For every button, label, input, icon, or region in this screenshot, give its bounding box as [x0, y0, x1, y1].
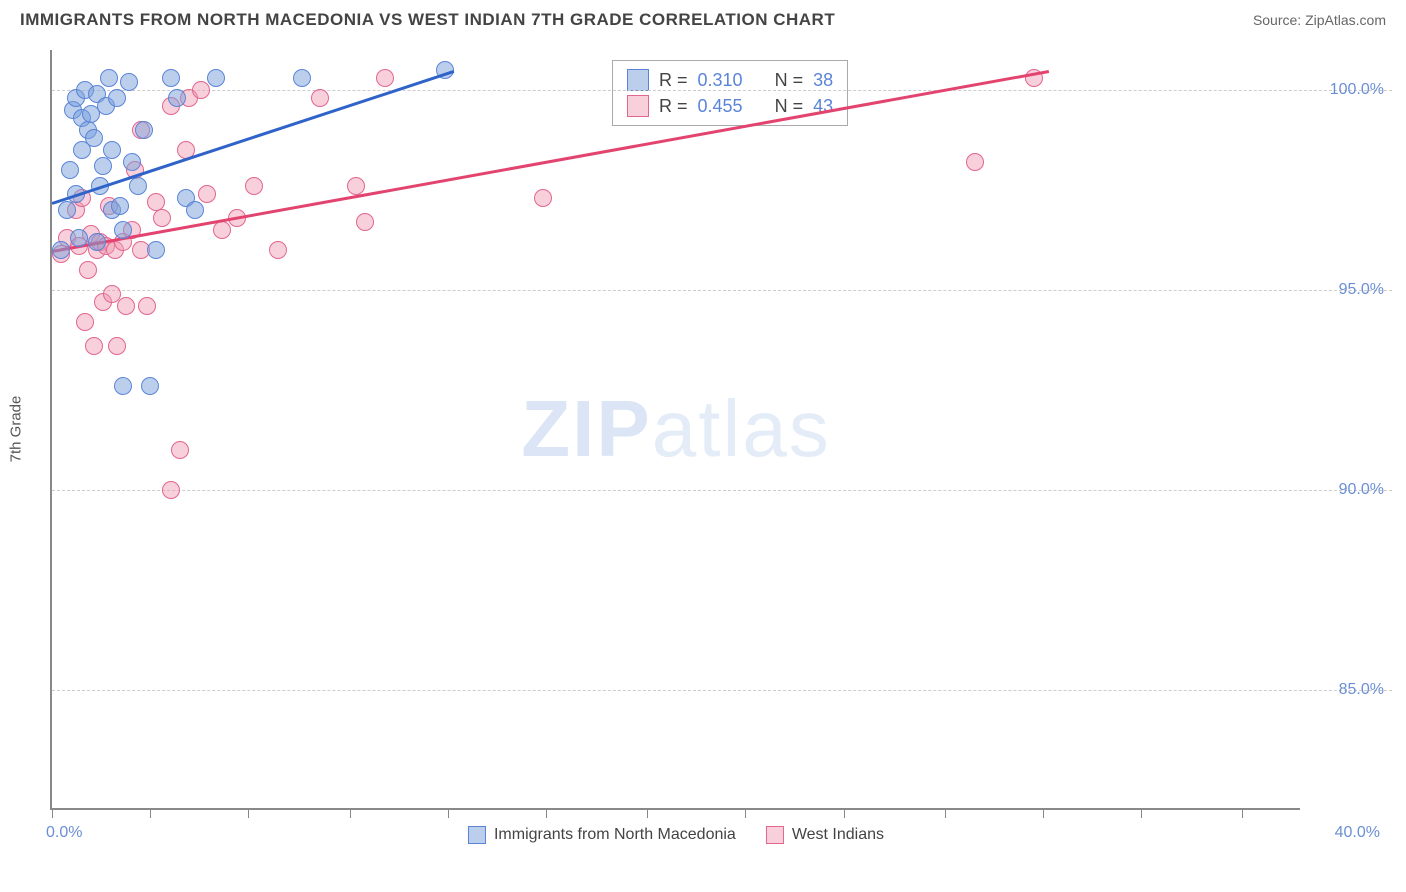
x-tick [52, 808, 53, 818]
y-tick-label: 90.0% [1304, 481, 1384, 499]
watermark-bold: ZIP [521, 384, 651, 473]
legend-swatch-pink [766, 826, 784, 844]
x-tick [350, 808, 351, 818]
data-point [141, 377, 159, 395]
series-name-blue: Immigrants from North Macedonia [494, 826, 736, 843]
gridline [52, 690, 1392, 691]
data-point [293, 69, 311, 87]
x-tick [248, 808, 249, 818]
data-point [111, 197, 129, 215]
legend-n-value-blue: 38 [813, 70, 833, 91]
x-tick [1141, 808, 1142, 818]
data-point [120, 73, 138, 91]
y-tick-label: 85.0% [1304, 681, 1384, 699]
x-axis-min-label: 0.0% [46, 824, 82, 842]
data-point [85, 337, 103, 355]
legend-r-value-blue: 0.310 [698, 70, 743, 91]
data-point [171, 441, 189, 459]
x-tick [448, 808, 449, 818]
data-point [94, 157, 112, 175]
data-point [61, 161, 79, 179]
data-point [103, 141, 121, 159]
x-axis-max-label: 40.0% [1335, 824, 1380, 842]
chart-title: IMMIGRANTS FROM NORTH MACEDONIA VS WEST … [20, 10, 835, 30]
source-label: Source: ZipAtlas.com [1253, 12, 1386, 28]
legend-swatch-blue [468, 826, 486, 844]
legend-n-label: N = [775, 70, 804, 91]
data-point [534, 189, 552, 207]
data-point [88, 233, 106, 251]
data-point [168, 89, 186, 107]
data-point [138, 297, 156, 315]
data-point [85, 129, 103, 147]
correlation-chart: ZIPatlas 7th Grade R = 0.310 N = 38 R = … [50, 50, 1390, 810]
data-point [117, 297, 135, 315]
x-tick [647, 808, 648, 818]
x-tick [945, 808, 946, 818]
y-tick-label: 95.0% [1304, 281, 1384, 299]
data-point [79, 261, 97, 279]
data-point [108, 337, 126, 355]
legend-r-label: R = [659, 96, 688, 117]
legend-r-value-pink: 0.455 [698, 96, 743, 117]
data-point [52, 241, 70, 259]
x-tick [1242, 808, 1243, 818]
data-point [76, 313, 94, 331]
data-point [376, 69, 394, 87]
data-point [966, 153, 984, 171]
data-point [114, 377, 132, 395]
legend-swatch-pink [627, 95, 649, 117]
x-tick [150, 808, 151, 818]
watermark: ZIPatlas [521, 383, 830, 475]
bottom-legend: Immigrants from North Macedonia West Ind… [468, 826, 884, 844]
watermark-light: atlas [652, 384, 831, 473]
data-point [162, 69, 180, 87]
gridline [52, 290, 1392, 291]
data-point [192, 81, 210, 99]
plot-area: ZIPatlas 7th Grade R = 0.310 N = 38 R = … [50, 50, 1300, 810]
data-point [147, 241, 165, 259]
bottom-legend-item-blue: Immigrants from North Macedonia [468, 826, 736, 844]
data-point [100, 69, 118, 87]
data-point [108, 89, 126, 107]
series-name-pink: West Indians [792, 826, 884, 843]
x-tick [1043, 808, 1044, 818]
legend-r-label: R = [659, 70, 688, 91]
legend-swatch-blue [627, 69, 649, 91]
data-point [70, 229, 88, 247]
data-point [58, 201, 76, 219]
bottom-legend-item-pink: West Indians [766, 826, 884, 844]
legend-n-label: N = [775, 96, 804, 117]
data-point [135, 121, 153, 139]
data-point [123, 153, 141, 171]
data-point [269, 241, 287, 259]
data-point [114, 221, 132, 239]
data-point [207, 69, 225, 87]
x-tick [844, 808, 845, 818]
data-point [129, 177, 147, 195]
gridline [52, 90, 1392, 91]
data-point [198, 185, 216, 203]
data-point [213, 221, 231, 239]
gridline [52, 490, 1392, 491]
y-tick-label: 100.0% [1304, 81, 1384, 99]
legend-box: R = 0.310 N = 38 R = 0.455 N = 43 [612, 60, 848, 126]
data-point [245, 177, 263, 195]
x-tick [745, 808, 746, 818]
data-point [153, 209, 171, 227]
y-axis-title: 7th Grade [8, 396, 25, 463]
x-tick [546, 808, 547, 818]
data-point [186, 201, 204, 219]
data-point [347, 177, 365, 195]
data-point [356, 213, 374, 231]
data-point [162, 481, 180, 499]
data-point [311, 89, 329, 107]
